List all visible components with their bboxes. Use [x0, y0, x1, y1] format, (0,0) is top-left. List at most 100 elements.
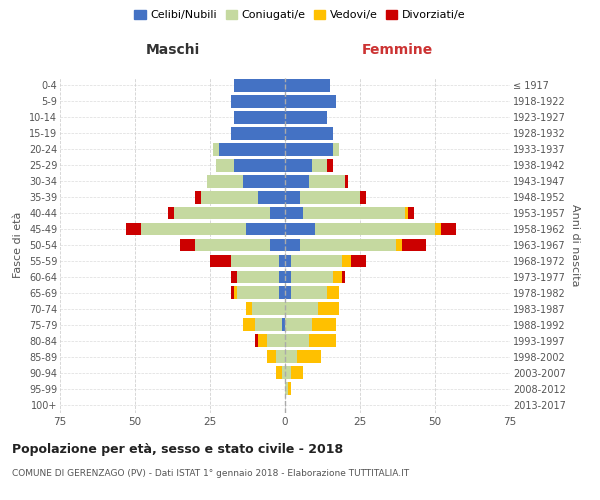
- Bar: [270, 206, 285, 220]
- Bar: [234, 159, 285, 172]
- Bar: [234, 286, 237, 299]
- Bar: [231, 127, 285, 140]
- Bar: [243, 175, 285, 188]
- Bar: [285, 366, 291, 379]
- Bar: [291, 286, 327, 299]
- Bar: [285, 318, 312, 331]
- Bar: [234, 79, 285, 92]
- Bar: [318, 302, 339, 315]
- Bar: [405, 206, 408, 220]
- Bar: [219, 143, 285, 156]
- Bar: [126, 222, 141, 235]
- Text: COMUNE DI GERENZAGO (PV) - Dati ISTAT 1° gennaio 2018 - Elaborazione TUTTITALIA.: COMUNE DI GERENZAGO (PV) - Dati ISTAT 1°…: [12, 468, 409, 477]
- Bar: [441, 222, 456, 235]
- Bar: [207, 175, 243, 188]
- Bar: [276, 366, 282, 379]
- Bar: [201, 191, 258, 203]
- Bar: [279, 286, 285, 299]
- Bar: [327, 159, 333, 172]
- Bar: [282, 318, 285, 331]
- Bar: [231, 95, 285, 108]
- Bar: [285, 350, 297, 363]
- Bar: [231, 270, 237, 283]
- Bar: [327, 286, 339, 299]
- Bar: [285, 238, 300, 252]
- Bar: [285, 270, 291, 283]
- Bar: [285, 95, 336, 108]
- Bar: [309, 334, 336, 347]
- Text: Femmine: Femmine: [362, 44, 433, 58]
- Bar: [258, 334, 267, 347]
- Bar: [288, 382, 291, 395]
- Bar: [279, 270, 285, 283]
- Bar: [210, 254, 231, 268]
- Bar: [309, 175, 345, 188]
- Bar: [267, 350, 276, 363]
- Bar: [408, 206, 414, 220]
- Bar: [300, 191, 360, 203]
- Bar: [285, 334, 309, 347]
- Bar: [276, 350, 285, 363]
- Bar: [315, 222, 435, 235]
- Bar: [282, 366, 285, 379]
- Bar: [333, 143, 339, 156]
- Bar: [246, 302, 252, 315]
- Bar: [237, 270, 279, 283]
- Bar: [285, 191, 300, 203]
- Bar: [180, 238, 195, 252]
- Bar: [237, 286, 279, 299]
- Bar: [312, 318, 336, 331]
- Bar: [168, 206, 174, 220]
- Bar: [285, 143, 333, 156]
- Bar: [396, 238, 402, 252]
- Bar: [303, 206, 405, 220]
- Bar: [252, 302, 285, 315]
- Bar: [285, 206, 303, 220]
- Bar: [291, 270, 333, 283]
- Bar: [285, 79, 330, 92]
- Legend: Celibi/Nubili, Coniugati/e, Vedovi/e, Divorziati/e: Celibi/Nubili, Coniugati/e, Vedovi/e, Di…: [130, 6, 470, 25]
- Bar: [231, 286, 234, 299]
- Bar: [285, 111, 327, 124]
- Bar: [246, 222, 285, 235]
- Bar: [342, 270, 345, 283]
- Bar: [267, 334, 285, 347]
- Bar: [360, 191, 366, 203]
- Bar: [285, 302, 318, 315]
- Y-axis label: Anni di nascita: Anni di nascita: [569, 204, 580, 286]
- Bar: [291, 366, 303, 379]
- Bar: [195, 238, 270, 252]
- Bar: [141, 222, 246, 235]
- Bar: [312, 159, 327, 172]
- Bar: [333, 270, 342, 283]
- Bar: [285, 254, 291, 268]
- Bar: [213, 143, 219, 156]
- Bar: [231, 254, 279, 268]
- Bar: [174, 206, 270, 220]
- Bar: [351, 254, 366, 268]
- Y-axis label: Fasce di età: Fasce di età: [13, 212, 23, 278]
- Bar: [255, 334, 258, 347]
- Bar: [285, 175, 309, 188]
- Bar: [402, 238, 426, 252]
- Bar: [216, 159, 234, 172]
- Bar: [234, 111, 285, 124]
- Bar: [285, 127, 333, 140]
- Bar: [279, 254, 285, 268]
- Bar: [285, 286, 291, 299]
- Bar: [285, 382, 288, 395]
- Bar: [258, 191, 285, 203]
- Bar: [342, 254, 351, 268]
- Bar: [291, 254, 342, 268]
- Text: Maschi: Maschi: [145, 44, 200, 58]
- Bar: [285, 159, 312, 172]
- Text: Popolazione per età, sesso e stato civile - 2018: Popolazione per età, sesso e stato civil…: [12, 442, 343, 456]
- Bar: [270, 238, 285, 252]
- Bar: [285, 222, 315, 235]
- Bar: [345, 175, 348, 188]
- Bar: [255, 318, 282, 331]
- Bar: [243, 318, 255, 331]
- Bar: [435, 222, 441, 235]
- Bar: [300, 238, 396, 252]
- Bar: [195, 191, 201, 203]
